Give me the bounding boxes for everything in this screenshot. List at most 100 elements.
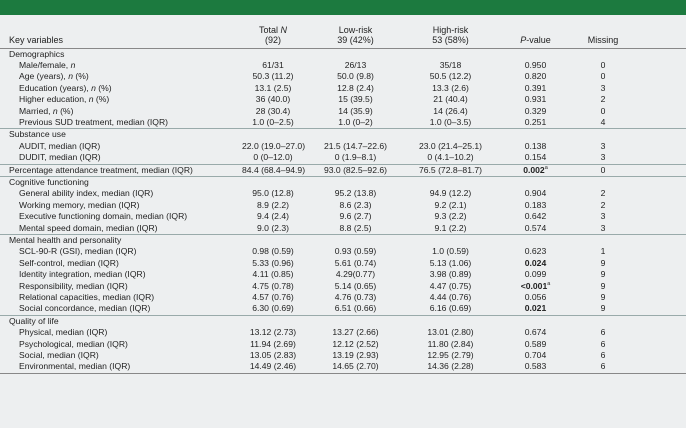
cell-total xyxy=(238,235,308,247)
cell-total: 13.12 (2.73) xyxy=(249,327,297,338)
cell-spacer xyxy=(633,361,686,373)
cell-missing: 0 xyxy=(600,59,606,70)
cell-low-risk: 50.0 (9.8) xyxy=(337,71,374,82)
cell-high-risk: 14 (26.4) xyxy=(433,105,468,116)
row-label: SCL-90-R (GSI), median (IQR) xyxy=(19,246,137,257)
table-row: Male/female, n 61/31 26/13 35/18 0.950 0 xyxy=(0,60,686,71)
cell-missing: 0 xyxy=(600,105,606,116)
row-label: Relational capacities, median (IQR) xyxy=(19,292,155,303)
cell-missing: 3 xyxy=(600,140,606,151)
table-row: Responsibility, median (IQR) 4.75 (0.78) 5… xyxy=(0,281,686,292)
cell-missing: 1 xyxy=(600,246,606,257)
header-spacer xyxy=(633,15,686,48)
row-label: Responsibility, median (IQR) xyxy=(19,280,128,291)
cell-spacer xyxy=(633,48,686,60)
cell-low-risk: 21.5 (14.7–22.6) xyxy=(323,140,388,151)
cell-spacer xyxy=(633,327,686,338)
cell-spacer xyxy=(633,211,686,222)
header-low-line1: Low-risk xyxy=(338,24,373,35)
cell-missing xyxy=(573,129,633,141)
cell-high-risk: 9.2 (2.1) xyxy=(434,199,467,210)
cell-total: 95.0 (12.8) xyxy=(252,188,294,199)
cell-spacer xyxy=(633,200,686,211)
cell-missing xyxy=(573,315,633,327)
cell-high-risk xyxy=(403,315,498,327)
cell-low-risk: 12.8 (2.4) xyxy=(337,82,374,93)
cell-high-risk xyxy=(403,235,498,247)
row-label: Percentage attendance treatment, median … xyxy=(9,164,193,175)
cell-missing: 9 xyxy=(600,257,606,268)
cell-p-value: 0.183 xyxy=(524,199,547,210)
row-label: Social concordance, median (IQR) xyxy=(19,303,151,314)
section-row: Cognitive functioning xyxy=(0,176,686,188)
header-high-line2: 53 (58%) xyxy=(432,34,469,45)
cell-low-risk xyxy=(308,48,403,60)
cell-p-value xyxy=(498,129,573,141)
cell-missing: 3 xyxy=(600,152,606,163)
cell-low-risk: 0.93 (0.59) xyxy=(334,246,377,257)
table-row: Previous SUD treatment, median (IQR) 1.0 … xyxy=(0,117,686,129)
cell-p-value xyxy=(498,48,573,60)
cell-low-risk xyxy=(308,235,403,247)
cell-p-value: 0.642 xyxy=(524,211,547,222)
header-low-risk: Low-risk 39 (42%) xyxy=(308,15,403,48)
cell-p-value: 0.904 xyxy=(524,188,547,199)
cell-high-risk: 35/18 xyxy=(439,59,462,70)
cell-low-risk xyxy=(308,176,403,188)
row-label: Male/female, n xyxy=(19,59,76,70)
cell-low-risk: 6.51 (0.66) xyxy=(334,303,377,314)
cell-p-value: 0.950 xyxy=(524,59,547,70)
row-label: Psychological, median (IQR) xyxy=(19,338,128,349)
header-key-variables: Key variables xyxy=(9,34,64,45)
cell-missing: 3 xyxy=(600,222,606,233)
row-label: Identity integration, median (IQR) xyxy=(19,269,146,280)
cell-high-risk: 50.5 (12.2) xyxy=(429,71,472,82)
cell-low-risk: 0 (1.9–8.1) xyxy=(334,152,377,163)
table-row: Married, n (%) 28 (30.4) 14 (35.9) 14 (26.4… xyxy=(0,106,686,117)
cell-spacer xyxy=(633,83,686,94)
cell-p-value: 0.583 xyxy=(524,361,547,372)
cell-missing: 9 xyxy=(600,280,606,291)
cell-low-risk: 12.12 (2.52) xyxy=(332,338,379,349)
cell-missing: 0 xyxy=(600,164,606,175)
row-label: Mental health and personality xyxy=(9,235,122,245)
header-total-line1: Total N xyxy=(258,24,287,35)
cell-missing: 4 xyxy=(600,116,606,127)
cell-missing: 9 xyxy=(600,292,606,303)
cell-spacer xyxy=(633,281,686,292)
row-label: Previous SUD treatment, median (IQR) xyxy=(19,116,169,127)
cell-high-risk: 1.0 (0–3.5) xyxy=(429,116,472,127)
cell-total: 4.75 (0.78) xyxy=(252,280,294,291)
table-row: Higher education, n (%) 36 (40.0) 15 (39.5… xyxy=(0,94,686,105)
cell-missing: 6 xyxy=(600,350,606,361)
table-row: Identity integration, median (IQR) 4.11 (… xyxy=(0,269,686,280)
table-row: SCL-90-R (GSI), median (IQR) 0.98 (0.59) 0… xyxy=(0,246,686,257)
cell-high-risk: 94.9 (12.2) xyxy=(429,188,472,199)
cell-high-risk: 6.16 (0.69) xyxy=(429,303,472,314)
cell-low-risk: 15 (39.5) xyxy=(338,94,373,105)
cell-high-risk: 0 (4.1–10.2) xyxy=(427,152,474,163)
row-label: Age (years), n (%) xyxy=(19,71,89,82)
row-label: Education (years), n (%) xyxy=(19,82,112,93)
section-row: Demographics xyxy=(0,48,686,60)
cell-spacer xyxy=(633,223,686,235)
table-row: Relational capacities, median (IQR) 4.57 … xyxy=(0,292,686,303)
cell-total: 9.4 (2.4) xyxy=(256,211,289,222)
row-label: Self-control, median (IQR) xyxy=(19,257,119,268)
row-label: Married, n (%) xyxy=(19,105,74,116)
cell-missing xyxy=(573,176,633,188)
cell-total xyxy=(238,48,308,60)
cell-high-risk: 9.3 (2.2) xyxy=(434,211,467,222)
table-row: Physical, median (IQR) 13.12 (2.73) 13.27 … xyxy=(0,327,686,338)
cell-missing: 0 xyxy=(600,71,606,82)
cell-spacer xyxy=(633,235,686,247)
cell-spacer xyxy=(633,129,686,141)
cell-missing: 2 xyxy=(600,188,606,199)
cell-total: 0.98 (0.59) xyxy=(252,246,294,257)
cell-p-value: 0.024 xyxy=(524,257,547,268)
table-row: AUDIT, median (IQR) 22.0 (19.0–27.0) 21.5 … xyxy=(0,141,686,152)
cell-total: 13.05 (2.83) xyxy=(249,350,297,361)
cell-p-value: 0.574 xyxy=(524,222,547,233)
section-row: Mental health and personality xyxy=(0,234,686,247)
cell-total xyxy=(238,315,308,327)
